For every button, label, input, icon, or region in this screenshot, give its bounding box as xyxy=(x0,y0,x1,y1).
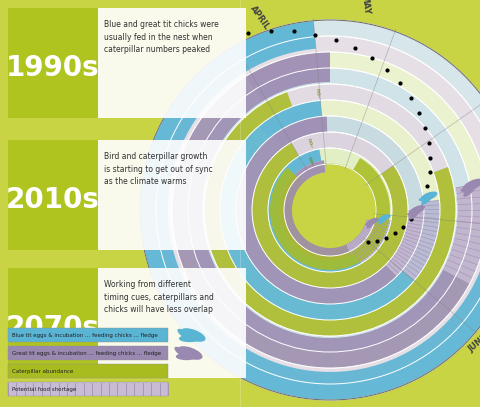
Polygon shape xyxy=(385,210,424,276)
Polygon shape xyxy=(221,21,316,77)
Polygon shape xyxy=(172,52,480,368)
Polygon shape xyxy=(297,160,325,182)
Text: Working from different
timing cues, caterpillars and
chicks will have less overl: Working from different timing cues, cate… xyxy=(104,280,214,314)
Polygon shape xyxy=(252,142,408,288)
Bar xyxy=(8,328,168,342)
Polygon shape xyxy=(443,183,480,284)
Polygon shape xyxy=(172,52,480,368)
Text: ~oo: ~oo xyxy=(308,136,316,149)
Polygon shape xyxy=(355,219,391,264)
Polygon shape xyxy=(140,21,480,400)
Ellipse shape xyxy=(179,335,201,342)
Ellipse shape xyxy=(463,184,477,197)
Text: Potential food shortage: Potential food shortage xyxy=(12,387,76,392)
Bar xyxy=(98,268,246,378)
Circle shape xyxy=(284,164,376,256)
Bar xyxy=(8,346,168,360)
Text: APRIL: APRIL xyxy=(248,4,271,31)
Bar xyxy=(98,140,246,250)
Polygon shape xyxy=(252,132,408,288)
Polygon shape xyxy=(268,149,391,272)
Polygon shape xyxy=(270,158,390,270)
Text: ~oo: ~oo xyxy=(308,154,316,166)
Polygon shape xyxy=(140,20,480,400)
Ellipse shape xyxy=(178,329,187,337)
Ellipse shape xyxy=(409,209,420,220)
Polygon shape xyxy=(274,116,327,148)
Text: Great tit eggs & incubation ... feeding chicks ... fledge: Great tit eggs & incubation ... feeding … xyxy=(12,350,161,355)
Polygon shape xyxy=(268,148,392,272)
Polygon shape xyxy=(220,100,440,320)
Polygon shape xyxy=(204,92,456,336)
Ellipse shape xyxy=(174,347,184,355)
Ellipse shape xyxy=(378,214,391,221)
Ellipse shape xyxy=(377,219,383,222)
Ellipse shape xyxy=(407,212,415,216)
Ellipse shape xyxy=(463,179,480,191)
Bar xyxy=(8,8,98,118)
Polygon shape xyxy=(286,149,321,175)
Text: 1990s: 1990s xyxy=(6,55,100,83)
Ellipse shape xyxy=(419,198,427,201)
Ellipse shape xyxy=(460,188,470,192)
Ellipse shape xyxy=(178,346,203,360)
Polygon shape xyxy=(402,200,440,281)
Text: MAY: MAY xyxy=(359,0,371,15)
Ellipse shape xyxy=(367,221,375,229)
Text: Blue tit eggs & incubation ... feeding chicks ... fledge: Blue tit eggs & incubation ... feeding c… xyxy=(12,333,158,337)
Bar xyxy=(8,382,168,396)
Text: Bird and caterpillar growth
is starting to get out of sync
as the climate warms: Bird and caterpillar growth is starting … xyxy=(104,152,213,186)
Text: 2070s: 2070s xyxy=(6,315,100,343)
Bar xyxy=(98,8,246,118)
Ellipse shape xyxy=(409,205,425,215)
Bar xyxy=(8,268,98,378)
Ellipse shape xyxy=(365,223,371,226)
Text: ~oo: ~oo xyxy=(317,87,323,98)
Polygon shape xyxy=(259,101,322,138)
Ellipse shape xyxy=(176,353,197,360)
Text: Blue and great tit chicks were
usually fed in the nest when
caterpillar numbers : Blue and great tit chicks were usually f… xyxy=(104,20,219,54)
Polygon shape xyxy=(156,36,480,384)
Polygon shape xyxy=(188,68,472,352)
Ellipse shape xyxy=(366,218,379,225)
Ellipse shape xyxy=(421,195,432,205)
Text: Caterpillar abundance: Caterpillar abundance xyxy=(12,368,73,374)
Bar xyxy=(8,140,98,250)
Polygon shape xyxy=(236,116,424,304)
Ellipse shape xyxy=(180,328,205,342)
Text: 2010s: 2010s xyxy=(6,186,100,214)
Polygon shape xyxy=(220,101,440,320)
Polygon shape xyxy=(236,116,424,304)
Polygon shape xyxy=(204,84,456,336)
Text: JUNE: JUNE xyxy=(467,333,480,354)
Polygon shape xyxy=(246,52,330,101)
Bar xyxy=(8,364,168,378)
Ellipse shape xyxy=(420,192,437,201)
Polygon shape xyxy=(346,220,378,255)
Polygon shape xyxy=(280,160,378,260)
Ellipse shape xyxy=(378,217,387,224)
